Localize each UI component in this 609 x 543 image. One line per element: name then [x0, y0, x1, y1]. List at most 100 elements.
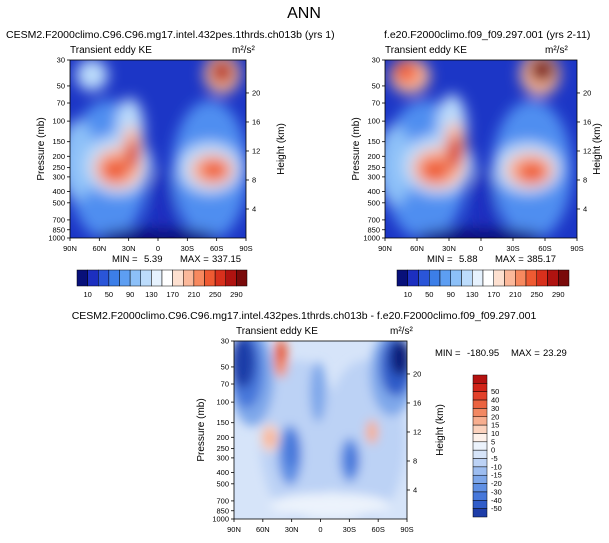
diff-colorbar-swatch	[472, 416, 488, 426]
right-sh-strat-core	[529, 60, 555, 83]
panel-left: CESM2.F2000climo.C96.C96.mg17.intel.432p…	[6, 29, 335, 299]
panel-left-field	[70, 60, 246, 238]
left-colorbar-swatch	[214, 269, 226, 287]
diff-colorbar-swatch	[472, 391, 488, 401]
panel-left-x-ticks: 90N 60N 30N 0 30S 60S 90S	[63, 238, 253, 253]
right-nh-upper-core	[447, 136, 463, 168]
right-y-tick-label: 300	[367, 172, 380, 181]
diff-colorbar-swatch	[472, 424, 488, 434]
diff-y-tick-label: 200	[216, 433, 229, 442]
panel-diff-units: m²/s²	[390, 326, 413, 337]
diff-colorbar-swatch	[472, 374, 488, 384]
left-colorbar-swatch	[119, 269, 131, 287]
right-y-tick-label: 1000	[363, 234, 380, 243]
diff-colorbar-label: 5	[491, 437, 495, 446]
panel-diff-max-value: 23.29	[543, 348, 567, 359]
left-y-tick-label: 700	[52, 215, 65, 224]
panel-left-min-label: MIN =	[112, 254, 138, 265]
left-colorbar-swatch	[225, 269, 237, 287]
panel-diff-y-ticks-right: 20 16 12 8 4	[407, 369, 421, 494]
diff-y-right-tick-label: 12	[413, 427, 421, 436]
panel-right-min-label: MIN =	[427, 254, 453, 265]
left-y-tick-label: 300	[52, 172, 65, 181]
right-y-tick-label: 50	[372, 81, 380, 90]
diff-y-tick-label: 50	[221, 362, 229, 371]
diff-x-tick-label: 60N	[256, 525, 270, 534]
left-y-tick-label: 500	[52, 198, 65, 207]
right-y-tick-label: 150	[367, 137, 380, 146]
left-colorbar-swatch	[183, 269, 195, 287]
right-colorbar-swatch	[450, 269, 462, 287]
diff-x-tick-label: 90S	[400, 525, 413, 534]
left-nh-jet-core	[101, 158, 129, 182]
left-sh-jet-core	[200, 160, 228, 180]
panel-right-ylabel: Pressure (mb)	[351, 117, 362, 180]
page-title: ANN	[287, 5, 321, 22]
left-surface-low	[98, 228, 218, 238]
diff-colorbar-swatch	[472, 466, 488, 476]
diff-colorbar-label: 40	[491, 396, 499, 405]
panel-left-min-value: 5.39	[144, 254, 163, 265]
left-y-tick-label: 50	[57, 81, 65, 90]
diff-colorbar-swatch	[472, 483, 488, 493]
left-y-right-tick-label: 8	[252, 175, 256, 184]
right-colorbar-swatch	[536, 269, 548, 287]
panel-right-ylabel-right: Height (km)	[592, 123, 603, 175]
panel-diff-field	[234, 341, 407, 519]
diff-y-tick-label: 30	[221, 337, 229, 346]
diff-sh-mid-positive	[366, 420, 378, 444]
left-colorbar-swatch	[193, 269, 205, 287]
diff-y-tick-label: 400	[216, 468, 229, 477]
right-colorbar-label: 10	[404, 290, 412, 299]
right-colorbar-swatch	[525, 269, 537, 287]
right-colorbar-swatch	[418, 269, 430, 287]
panel-right-colorbar	[396, 269, 570, 287]
left-y-right-tick-label: 12	[252, 146, 260, 155]
diff-colorbar-label: -10	[491, 462, 502, 471]
panel-right-title: f.e20.F2000climo.f09_f09.297.001 (yrs 2-…	[384, 29, 590, 41]
left-colorbar-swatch	[204, 269, 216, 287]
diff-colorbar-swatch	[472, 474, 488, 484]
panel-right-y-ticks-right: 20 16 12 8 4	[577, 88, 591, 213]
diff-colorbar-label: -50	[491, 504, 502, 513]
right-surface-low	[416, 228, 544, 238]
left-colorbar-label: 90	[126, 290, 134, 299]
diff-y-right-tick-label: 8	[413, 456, 417, 465]
panel-diff-ylabel: Pressure (mb)	[196, 398, 207, 461]
left-y-tick-label: 1000	[48, 234, 65, 243]
left-x-tick-label: 60S	[210, 244, 223, 253]
panel-diff-variable: Transient eddy KE	[236, 326, 318, 337]
left-y-right-tick-label: 20	[252, 88, 260, 97]
right-y-tick-label: 400	[367, 187, 380, 196]
right-colorbar-swatch	[396, 269, 408, 287]
diff-tropical-deficit	[310, 362, 326, 422]
left-y-tick-label: 250	[52, 163, 65, 172]
diff-colorbar-swatch	[472, 399, 488, 409]
right-y-tick-label: 70	[372, 99, 380, 108]
diff-colorbar-label: -15	[491, 471, 502, 480]
right-colorbar-label: 210	[509, 290, 522, 299]
left-x-tick-label: 90N	[63, 244, 77, 253]
diff-colorbar-label: 20	[491, 412, 499, 421]
left-y-tick-label: 70	[57, 99, 65, 108]
right-sh-jet-core	[517, 161, 547, 183]
diff-colorbar-swatch	[472, 449, 488, 459]
panel-right: f.e20.F2000climo.f09_f09.297.001 (yrs 2-…	[351, 29, 603, 299]
left-y-right-tick-label: 4	[252, 204, 256, 213]
left-colorbar-swatch	[161, 269, 173, 287]
panel-right-min-value: 5.88	[459, 254, 478, 265]
left-y-tick-label: 30	[57, 56, 65, 65]
panel-diff-min-label: MIN =	[435, 348, 461, 359]
diff-colorbar-swatch	[472, 458, 488, 468]
right-colorbar-swatch	[439, 269, 451, 287]
left-colorbar-swatch	[108, 269, 120, 287]
right-colorbar-swatch	[493, 269, 505, 287]
right-colorbar-swatch	[504, 269, 516, 287]
left-equator-low	[151, 170, 175, 238]
panel-left-max-value: 337.15	[212, 254, 241, 265]
diff-x-tick-label: 30N	[285, 525, 299, 534]
panel-right-units: m²/s²	[545, 45, 568, 56]
right-y-tick-label: 700	[367, 215, 380, 224]
diff-x-tick-label: 30S	[343, 525, 356, 534]
